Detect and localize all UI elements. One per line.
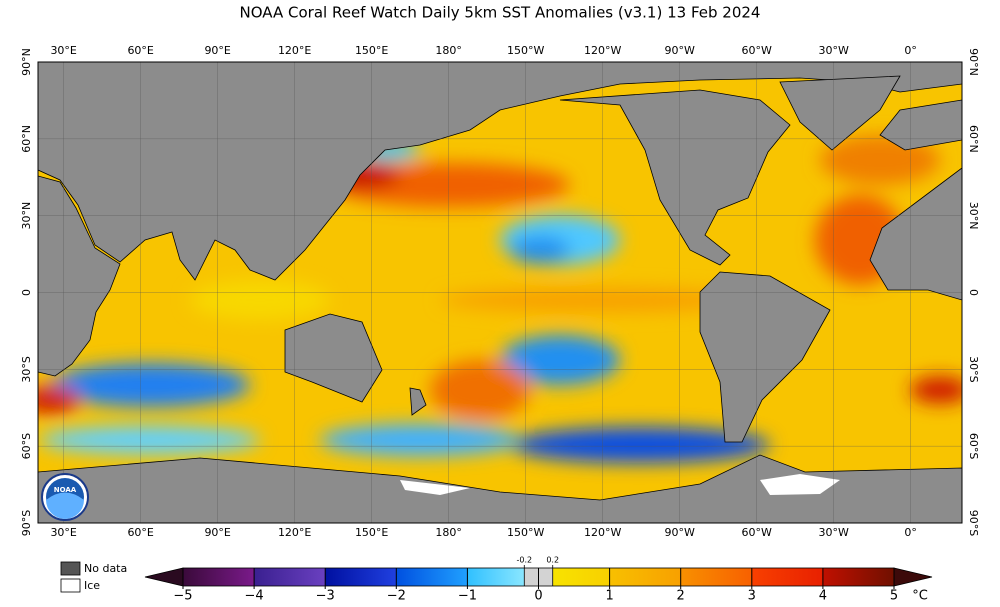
colorbar-segment: [538, 568, 610, 586]
y-tick-label: 30°S: [967, 356, 980, 382]
colorbar-segment: [396, 568, 468, 586]
y-tick-label: 30°N: [967, 202, 980, 230]
colorbar-over: [893, 567, 933, 587]
x-tick-label: 90°E: [204, 44, 230, 57]
y-tick-label: 60°N: [20, 125, 33, 153]
y-tick-label: 90°S: [20, 510, 33, 536]
x-tick-label: 150°E: [355, 526, 388, 539]
colorbar-segment: [467, 568, 539, 586]
x-tick-label: 180°: [435, 44, 462, 57]
x-tick-label: 90°W: [664, 526, 694, 539]
colorbar-unit: °C: [912, 589, 928, 604]
legend-label: No data: [84, 562, 127, 575]
y-tick-label: 30°S: [20, 356, 33, 382]
x-tick-label: 60°W: [741, 44, 771, 57]
colorbar-segment: [183, 568, 255, 586]
x-tick-label: 60°E: [127, 44, 153, 57]
colorbar-segment: [325, 568, 397, 586]
x-tick-label: 0°: [904, 44, 917, 57]
colorbar-tick-label: −1: [458, 589, 477, 604]
x-tick-label: 180°: [435, 526, 462, 539]
y-tick-label: 30°N: [20, 202, 33, 230]
noaa-logo: NOAA: [41, 473, 89, 521]
colorbar-tick-label: 0: [534, 589, 542, 604]
colorbar-tick-label: 5: [890, 589, 898, 604]
colorbar-segment: [751, 568, 823, 586]
y-tick-label: 90°S: [967, 510, 980, 536]
colorbar-segment: [254, 568, 326, 586]
y-tick-label: 0: [20, 289, 33, 296]
x-tick-label: 0°: [904, 526, 917, 539]
x-tick-label: 120°E: [278, 44, 311, 57]
x-tick-label: 30°E: [50, 44, 76, 57]
y-tick-label: 60°N: [967, 125, 980, 153]
colorbar-tick-label: 3: [748, 589, 756, 604]
x-tick-label: 120°W: [584, 44, 621, 57]
y-tick-label: 90°N: [20, 48, 33, 76]
colorbar-tick-label: 1: [605, 589, 613, 604]
x-tick-label: 150°W: [507, 526, 544, 539]
colorbar-tick-label: −5: [173, 589, 192, 604]
legend-swatch: [60, 561, 81, 576]
y-tick-label: 90°N: [967, 48, 980, 76]
land: [38, 62, 962, 523]
colorbar-under: [144, 567, 184, 587]
colorbar-tick-label: 2: [677, 589, 685, 604]
colorbar-minor-label: 0.2: [546, 556, 559, 565]
x-tick-label: 30°W: [818, 44, 848, 57]
map-title: NOAA Coral Reef Watch Daily 5km SST Anom…: [240, 4, 761, 22]
colorbar-tick-label: 4: [819, 589, 827, 604]
colorbar: −5 −4 −3 −2 −1 0 1 2 3 4 5 -0.2 0.2 °C: [144, 556, 933, 604]
y-tick-label: 0: [967, 289, 980, 296]
legend: No data Ice: [60, 561, 127, 593]
x-tick-label: 150°E: [355, 44, 388, 57]
colorbar-tick-label: −3: [316, 589, 335, 604]
x-tick-label: 60°E: [127, 526, 153, 539]
colorbar-frame: [182, 567, 895, 587]
y-tick-label: 60°S: [20, 433, 33, 459]
x-tick-label: 60°W: [741, 526, 771, 539]
colorbar-minor-label: -0.2: [516, 556, 532, 565]
x-tick-label: 120°W: [584, 526, 621, 539]
legend-swatch: [60, 578, 81, 593]
ice: [400, 474, 840, 495]
y-tick-label: 60°S: [967, 433, 980, 459]
legend-label: Ice: [84, 579, 100, 592]
map-frame: [37, 61, 963, 524]
colorbar-segment: [822, 568, 894, 586]
colorbar-tick-label: −2: [387, 589, 406, 604]
svg-text:NOAA: NOAA: [54, 486, 77, 494]
colorbar-segment: [680, 568, 752, 586]
x-tick-label: 30°W: [818, 526, 848, 539]
x-tick-label: 30°E: [50, 526, 76, 539]
x-tick-label: 120°E: [278, 526, 311, 539]
x-tick-label: 90°E: [204, 526, 230, 539]
x-tick-label: 90°W: [664, 44, 694, 57]
colorbar-segment: [609, 568, 681, 586]
colorbar-tick-label: −4: [245, 589, 264, 604]
x-tick-label: 150°W: [507, 44, 544, 57]
